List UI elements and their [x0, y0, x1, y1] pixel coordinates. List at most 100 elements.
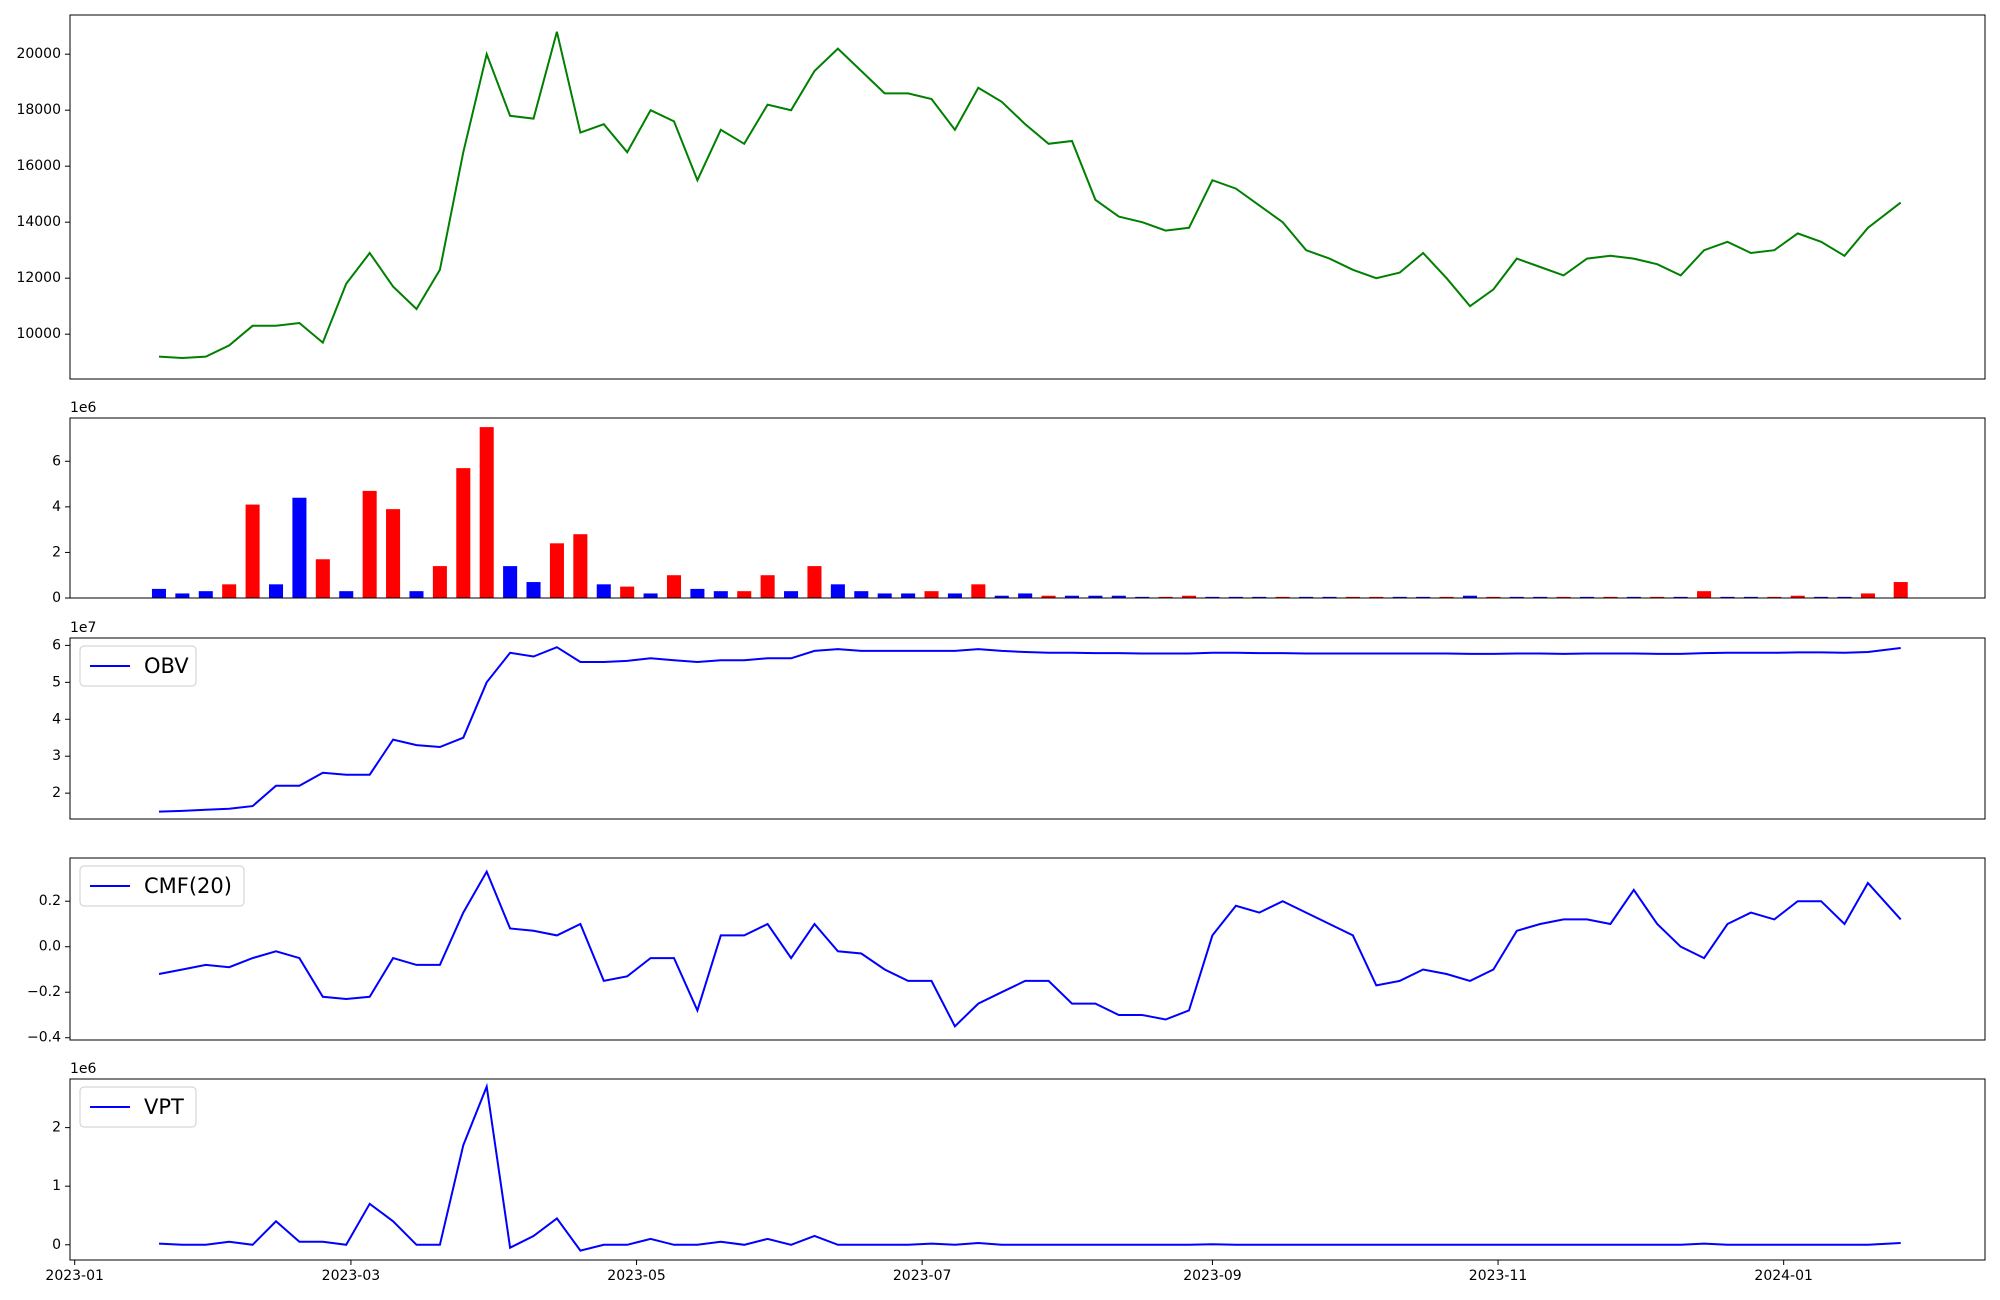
bar: [901, 593, 916, 598]
bar: [1392, 596, 1407, 598]
bar: [620, 586, 635, 598]
plot-frame: [69, 14, 1986, 380]
bar: [1275, 596, 1290, 598]
y-tick-label: 0: [52, 1237, 61, 1253]
bar: [596, 584, 611, 598]
bar: [854, 591, 869, 598]
y-tick-label: 6: [52, 637, 61, 653]
bar: [1533, 596, 1548, 598]
bar: [877, 593, 892, 598]
bar: [713, 591, 728, 598]
bar: [1509, 596, 1524, 598]
bar: [1088, 595, 1103, 598]
legend-label: VPT: [144, 1095, 184, 1119]
legend-label: CMF(20): [144, 874, 232, 898]
y-tick-label: 0.2: [39, 893, 61, 909]
bar: [526, 582, 541, 598]
bar: [924, 591, 939, 598]
bar: [1767, 596, 1782, 598]
line: [158, 1082, 1901, 1252]
bar: [1626, 596, 1641, 598]
bar: [479, 427, 494, 598]
bar: [339, 591, 354, 598]
bar: [1673, 596, 1688, 598]
bar: [456, 468, 471, 598]
bar: [830, 584, 845, 598]
bar: [1650, 596, 1665, 598]
bar: [1860, 593, 1875, 598]
bar: [737, 591, 752, 598]
x-tick-label: 2023-07: [893, 1268, 952, 1284]
bar: [1064, 595, 1080, 598]
y-tick-label: 4: [52, 711, 61, 727]
plot-frame: [69, 637, 1986, 820]
y-tick-label: −0.4: [27, 1030, 61, 1046]
bar: [1182, 595, 1197, 598]
y-tick-label: 2: [52, 544, 61, 560]
bar: [1603, 596, 1618, 598]
bar: [1720, 596, 1735, 598]
bar: [1486, 596, 1501, 598]
bar: [643, 593, 658, 598]
legend-box: [79, 645, 197, 687]
bar: [1228, 596, 1243, 598]
bar: [1462, 595, 1477, 598]
plot-frame: [69, 1078, 1986, 1261]
offset-label: 1e6: [70, 1061, 97, 1077]
bar: [432, 566, 447, 598]
bar: [1299, 596, 1314, 598]
x-tick-label: 2023-01: [45, 1268, 104, 1284]
legend-box: [79, 1086, 197, 1128]
bar: [1814, 596, 1829, 598]
bar: [1369, 596, 1384, 598]
y-tick-label: 4: [52, 499, 61, 515]
bar: [1111, 595, 1126, 598]
bar: [947, 593, 962, 598]
bar: [362, 490, 377, 598]
bar: [971, 584, 986, 598]
y-tick-label: 2: [52, 785, 61, 801]
bar: [198, 591, 213, 598]
bar: [784, 591, 799, 598]
y-tick-label: 14000: [16, 214, 61, 230]
legend-label: OBV: [144, 654, 189, 678]
offset-label: 1e6: [70, 400, 97, 416]
bar: [292, 497, 307, 598]
bar: [807, 566, 822, 598]
y-tick-label: 5: [52, 674, 61, 690]
bar: [1416, 596, 1431, 598]
y-tick-label: 20000: [16, 46, 61, 62]
y-tick-label: 2: [52, 1120, 61, 1136]
y-tick-label: 1: [52, 1178, 61, 1194]
bar: [549, 543, 564, 598]
y-tick-label: 0: [52, 590, 61, 606]
bar: [1345, 596, 1360, 598]
bar: [1697, 591, 1712, 598]
x-tick-label: 2023-03: [322, 1268, 381, 1284]
bar: [1205, 596, 1220, 598]
bar: [503, 566, 518, 598]
y-tick-label: −0.2: [27, 984, 61, 1000]
x-tick-label: 2024-01: [1754, 1268, 1813, 1284]
bar: [690, 588, 705, 598]
x-tick-label: 2023-11: [1469, 1268, 1528, 1284]
bar: [573, 534, 588, 598]
line: [158, 31, 1902, 360]
bar: [1837, 596, 1852, 598]
bar: [1893, 582, 1908, 598]
bar: [409, 591, 424, 598]
bar: [1439, 596, 1454, 598]
y-tick-label: 16000: [16, 158, 61, 174]
bar: [760, 575, 775, 598]
bar: [315, 559, 330, 598]
bar: [151, 588, 166, 598]
bar: [994, 595, 1009, 598]
line: [158, 646, 1901, 813]
bar: [175, 593, 190, 598]
y-tick-label: 0.0: [39, 939, 61, 955]
bar: [1252, 596, 1267, 598]
y-tick-label: 3: [52, 748, 61, 764]
legend-box: [79, 865, 245, 907]
x-tick-label: 2023-09: [1183, 1268, 1242, 1284]
